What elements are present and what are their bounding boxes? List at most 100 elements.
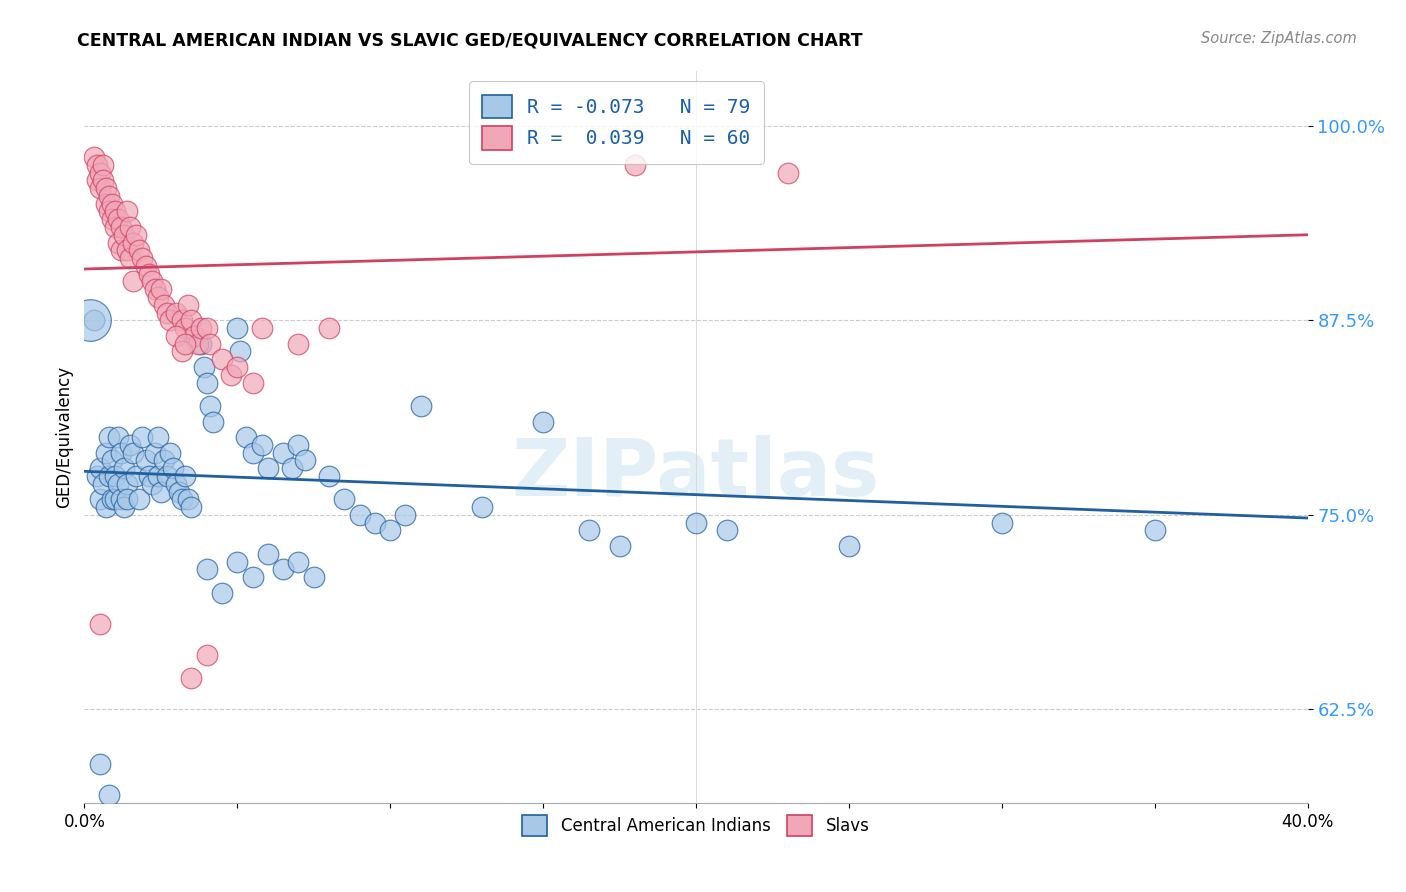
Point — [89, 756, 111, 771]
Point — [257, 461, 280, 475]
Point — [128, 492, 150, 507]
Point — [149, 484, 172, 499]
Point — [104, 469, 127, 483]
Point — [174, 469, 197, 483]
Point — [91, 476, 114, 491]
Point — [146, 469, 169, 483]
Point — [242, 376, 264, 390]
Point — [153, 453, 176, 467]
Point — [287, 336, 309, 351]
Point — [349, 508, 371, 522]
Point — [97, 189, 120, 203]
Point — [219, 368, 242, 382]
Point — [180, 500, 202, 515]
Point — [104, 492, 127, 507]
Point — [333, 492, 356, 507]
Point — [110, 445, 132, 459]
Point — [79, 313, 101, 327]
Point — [287, 438, 309, 452]
Point — [156, 305, 179, 319]
Point — [104, 204, 127, 219]
Point — [172, 344, 194, 359]
Point — [131, 251, 153, 265]
Point — [101, 212, 124, 227]
Point — [195, 562, 218, 576]
Point — [167, 484, 190, 499]
Point — [91, 158, 114, 172]
Point — [135, 453, 157, 467]
Point — [89, 492, 111, 507]
Point — [107, 430, 129, 444]
Point — [131, 430, 153, 444]
Point — [83, 313, 105, 327]
Point — [128, 244, 150, 258]
Point — [190, 336, 212, 351]
Point — [135, 259, 157, 273]
Point — [991, 516, 1014, 530]
Point — [183, 329, 205, 343]
Point — [97, 430, 120, 444]
Point — [172, 313, 194, 327]
Point — [838, 539, 860, 553]
Point — [177, 492, 200, 507]
Point — [776, 165, 799, 179]
Point — [165, 476, 187, 491]
Point — [318, 469, 340, 483]
Point — [89, 181, 111, 195]
Point — [86, 158, 108, 172]
Point — [193, 359, 215, 374]
Point — [97, 204, 120, 219]
Point — [190, 321, 212, 335]
Point — [104, 219, 127, 234]
Point — [107, 476, 129, 491]
Point — [115, 476, 138, 491]
Point — [94, 196, 117, 211]
Point — [101, 453, 124, 467]
Point — [107, 212, 129, 227]
Point — [174, 321, 197, 335]
Point — [146, 290, 169, 304]
Point — [242, 570, 264, 584]
Point — [229, 344, 252, 359]
Point — [125, 227, 148, 242]
Point — [146, 430, 169, 444]
Point — [138, 469, 160, 483]
Point — [716, 524, 738, 538]
Point — [195, 648, 218, 662]
Point — [94, 500, 117, 515]
Point — [110, 244, 132, 258]
Point — [198, 399, 221, 413]
Point — [624, 158, 647, 172]
Point — [149, 282, 172, 296]
Point — [235, 430, 257, 444]
Point — [120, 219, 142, 234]
Point — [174, 336, 197, 351]
Point — [143, 282, 166, 296]
Point — [1143, 524, 1166, 538]
Point — [195, 376, 218, 390]
Point — [83, 150, 105, 164]
Point — [122, 275, 145, 289]
Point — [250, 438, 273, 452]
Point — [156, 469, 179, 483]
Point — [226, 321, 249, 335]
Point — [177, 298, 200, 312]
Point — [380, 524, 402, 538]
Point — [101, 492, 124, 507]
Point — [394, 508, 416, 522]
Point — [302, 570, 325, 584]
Point — [141, 275, 163, 289]
Point — [685, 516, 707, 530]
Point — [115, 492, 138, 507]
Point — [89, 165, 111, 179]
Point — [120, 438, 142, 452]
Point — [115, 244, 138, 258]
Point — [122, 235, 145, 250]
Point — [112, 500, 135, 515]
Point — [609, 539, 631, 553]
Point — [89, 616, 111, 631]
Point — [112, 227, 135, 242]
Point — [165, 329, 187, 343]
Point — [226, 359, 249, 374]
Point — [578, 524, 600, 538]
